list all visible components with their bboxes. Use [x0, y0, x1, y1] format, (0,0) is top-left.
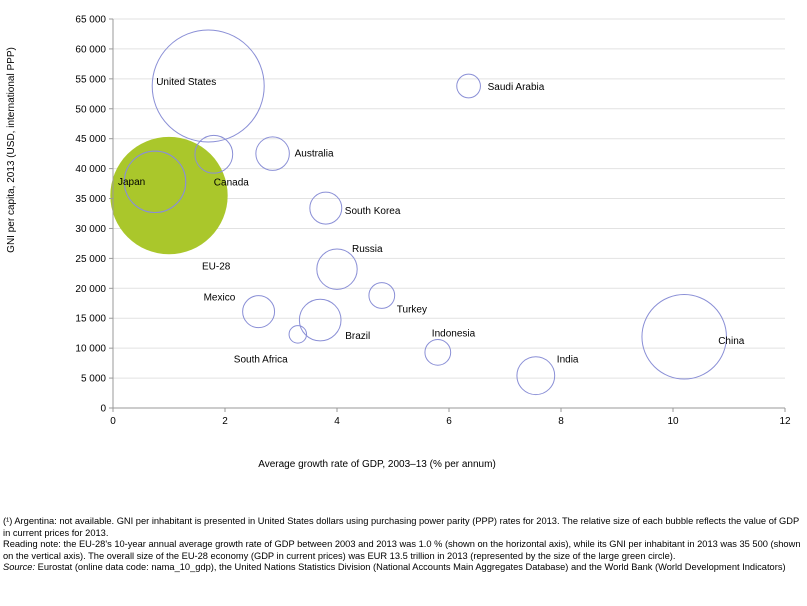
y-tick-label: 5 000 [81, 374, 106, 385]
y-tick-label: 15 000 [75, 314, 106, 325]
bubble-label-china: China [718, 336, 745, 347]
bubble-label-canada: Canada [214, 177, 249, 188]
y-tick-label: 20 000 [75, 284, 106, 295]
y-tick-label: 10 000 [75, 344, 106, 355]
x-tick-label: 8 [558, 416, 564, 427]
axes [109, 18, 786, 412]
bubble-label-turkey: Turkey [397, 304, 427, 315]
bubble-australia [255, 136, 290, 171]
y-tick-label: 25 000 [75, 254, 106, 265]
bubble-label-russia: Russia [352, 244, 383, 255]
bubble-south-korea [309, 191, 343, 225]
y-tick-label: 35 000 [75, 194, 106, 205]
bubble-label-south-korea: South Korea [345, 206, 401, 217]
bubble-label-mexico: Mexico [204, 293, 236, 304]
source-text: Eurostat (online data code: nama_10_gdp)… [35, 562, 786, 573]
x-tick-label: 10 [667, 416, 679, 427]
y-tick-label: 60 000 [75, 44, 106, 55]
x-tick-label: 0 [110, 416, 116, 427]
bubble-labels: United States EU-28 Japan Canada Australia Sa… [118, 77, 745, 366]
bubble-label-australia: Australia [295, 149, 334, 160]
x-tick-label: 2 [222, 416, 228, 427]
y-tick-label: 65 000 [75, 15, 106, 26]
bubble-japan-outline [123, 150, 187, 213]
bubble-india [516, 356, 556, 396]
y-tick-label: 55 000 [75, 74, 106, 85]
source-note: Source: Eurostat (online data code: nama… [3, 562, 803, 574]
chart-notes: (¹) Argentina: not available. GNI per in… [3, 516, 803, 574]
tick-labels: 0 5 000 10 000 15 000 20 000 25 000 30 000 35 0… [75, 15, 791, 428]
bubble-china [641, 294, 727, 380]
bubble-label-united-states: United States [156, 77, 216, 88]
y-tick-label: 40 000 [75, 164, 106, 175]
y-tick-label: 50 000 [75, 104, 106, 115]
source-label: Source: [3, 562, 36, 573]
y-tick-label: 45 000 [75, 134, 106, 145]
bubble-label-saudi-arabia: Saudi Arabia [488, 82, 545, 93]
y-tick-label: 0 [100, 404, 106, 415]
bubble-label-south-africa: South Africa [234, 354, 288, 365]
bubble-mexico [242, 295, 276, 329]
bubble-canada [194, 134, 234, 174]
bubbles [110, 29, 727, 396]
footnote-argentina: (¹) Argentina: not available. GNI per in… [3, 516, 800, 538]
x-axis-title: Average growth rate of GDP, 2003–13 (% p… [258, 459, 496, 470]
bubble-united-states [151, 29, 265, 143]
x-tick-label: 12 [779, 416, 791, 427]
gridlines [113, 18, 785, 379]
bubble-russia [316, 248, 358, 290]
x-tick-label: 4 [334, 416, 340, 427]
reading-note: Reading note: the EU-28's 10-year annual… [3, 539, 801, 561]
bubble-label-eu-28: EU-28 [202, 262, 231, 273]
bubble-south-africa [288, 325, 308, 344]
bubble-indonesia [424, 338, 452, 366]
x-tick-label: 6 [446, 416, 452, 427]
bubble-chart: 0 5 000 10 000 15 000 20 000 25 000 30 000 35 0… [6, 15, 791, 471]
bubble-label-brazil: Brazil [345, 331, 370, 342]
y-axis-title: GNI per capita, 2013 (USD, international… [6, 47, 17, 253]
y-tick-label: 30 000 [75, 224, 106, 235]
bubble-brazil [298, 298, 342, 342]
bubble-label-india: India [557, 355, 579, 366]
bubble-label-japan: Japan [118, 177, 145, 188]
bubble-eu-28 [110, 136, 228, 255]
bubble-saudi-arabia [456, 73, 481, 99]
bubble-turkey [368, 282, 396, 309]
bubble-label-indonesia: Indonesia [432, 328, 476, 339]
